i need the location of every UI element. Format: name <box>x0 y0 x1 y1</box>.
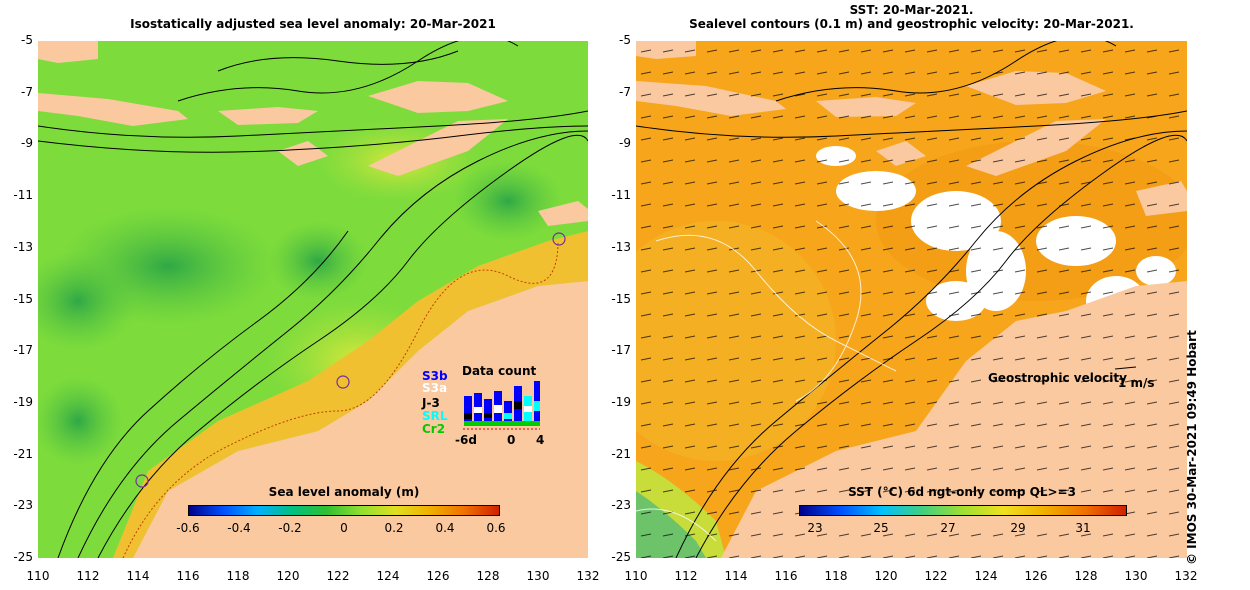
left-lat-tick: -23 <box>13 498 33 512</box>
left-lat-tick: -19 <box>13 395 33 409</box>
data-count-title: Data count <box>462 364 537 378</box>
right-lat-tick: -15 <box>611 292 631 306</box>
satellite-j3-label: J-3 <box>422 396 440 410</box>
left-lat-tick: -17 <box>13 343 33 357</box>
left-lon-tick: 126 <box>426 569 450 583</box>
left-lon-tick: 130 <box>526 569 550 583</box>
left-lon-tick: 122 <box>326 569 350 583</box>
right-lat-tick: -9 <box>619 136 631 150</box>
right-lat-tick: -25 <box>611 550 631 564</box>
sla-colorbar <box>188 505 500 516</box>
data-count-xtick: 4 <box>536 433 545 447</box>
data-count-xtick: -6d <box>455 433 477 447</box>
right-lat-tick: -7 <box>619 85 631 99</box>
right-lon-tick: 128 <box>1074 569 1098 583</box>
sla-colorbar-tick: 0.6 <box>486 521 506 535</box>
sla-colorbar-title: Sea level anomaly (m) <box>268 485 420 499</box>
right-lon-tick: 116 <box>774 569 798 583</box>
left-lat-tick: -7 <box>21 85 33 99</box>
left-map-title: Isostatically adjusted sea level anomaly… <box>130 17 496 31</box>
left-lon-tick: 132 <box>576 569 600 583</box>
data-count-xtick: 0 <box>507 433 516 447</box>
left-lon-tick: 114 <box>126 569 150 583</box>
left-lat-tick: -11 <box>13 188 33 202</box>
right-lon-tick: 120 <box>874 569 898 583</box>
sst-colorbar-tick: 31 <box>1075 521 1091 535</box>
right-lon-tick: 112 <box>674 569 698 583</box>
satellite-srl-label: SRL <box>422 409 448 423</box>
left-lat-tick: -13 <box>13 240 33 254</box>
left-lon-tick: 112 <box>76 569 100 583</box>
left-lon-tick: 116 <box>176 569 200 583</box>
right-map-title: SST: 20-Mar-2021. Sealevel contours (0.1… <box>636 3 1187 31</box>
right-lon-tick: 130 <box>1124 569 1148 583</box>
right-map-title-line2: Sealevel contours (0.1 m) and geostrophi… <box>689 17 1134 31</box>
right-lat-tick: -21 <box>611 447 631 461</box>
right-map-title-line1: SST: 20-Mar-2021. <box>849 3 974 17</box>
sst-colorbar-tick: 23 <box>807 521 823 535</box>
right-lat-tick: -19 <box>611 395 631 409</box>
sst-colorbar-tick: 27 <box>940 521 956 535</box>
velocity-legend-unit: 1 m/s <box>1118 376 1155 390</box>
right-lon-tick: 124 <box>974 569 998 583</box>
left-lat-tick: -15 <box>13 292 33 306</box>
right-lon-tick: 132 <box>1174 569 1198 583</box>
right-lat-tick: -23 <box>611 498 631 512</box>
satellite-cr2-label: Cr2 <box>422 422 446 436</box>
right-lon-tick: 126 <box>1024 569 1048 583</box>
velocity-scale-arrow <box>1114 366 1137 370</box>
sla-colorbar-tick: -0.4 <box>227 521 251 535</box>
sst-colorbar-title: SST (°C) 6d ngt-only comp QL>=3 <box>848 485 1076 499</box>
sea-level-anomaly-map <box>38 41 588 558</box>
data-count-chart <box>463 379 540 430</box>
right-lon-tick: 110 <box>624 569 648 583</box>
left-lon-tick: 128 <box>476 569 500 583</box>
right-lon-tick: 118 <box>824 569 848 583</box>
left-lon-tick: 110 <box>26 569 50 583</box>
right-lon-tick: 114 <box>724 569 748 583</box>
sst-colorbar-tick: 25 <box>873 521 889 535</box>
left-lat-tick: -9 <box>21 136 33 150</box>
sla-colorbar-tick: 0.2 <box>384 521 404 535</box>
left-lon-tick: 120 <box>276 569 300 583</box>
right-lon-tick: 122 <box>924 569 948 583</box>
sla-colorbar-tick: 0.4 <box>435 521 455 535</box>
satellite-s3b-label: S3b <box>422 369 448 383</box>
left-lat-tick: -21 <box>13 447 33 461</box>
right-lat-tick: -17 <box>611 343 631 357</box>
left-lat-tick: -5 <box>21 33 33 47</box>
sla-colorbar-tick: 0 <box>340 521 348 535</box>
sst-colorbar-tick: 29 <box>1010 521 1026 535</box>
velocity-legend-label: Geostrophic velocity <box>988 371 1127 385</box>
left-lon-tick: 118 <box>226 569 250 583</box>
right-lat-tick: -13 <box>611 240 631 254</box>
sla-colorbar-tick: -0.6 <box>176 521 200 535</box>
sla-colorbar-tick: -0.2 <box>278 521 302 535</box>
right-lat-tick: -11 <box>611 188 631 202</box>
right-lat-tick: -5 <box>619 33 631 47</box>
left-lat-tick: -25 <box>13 550 33 564</box>
copyright-text: © IMOS 30-Mar-2021 09:49 Hobart <box>1185 330 1199 565</box>
satellite-s3a-label: S3a <box>422 381 448 395</box>
sst-colorbar <box>799 505 1127 516</box>
sst-map <box>636 41 1187 558</box>
left-lon-tick: 124 <box>376 569 400 583</box>
